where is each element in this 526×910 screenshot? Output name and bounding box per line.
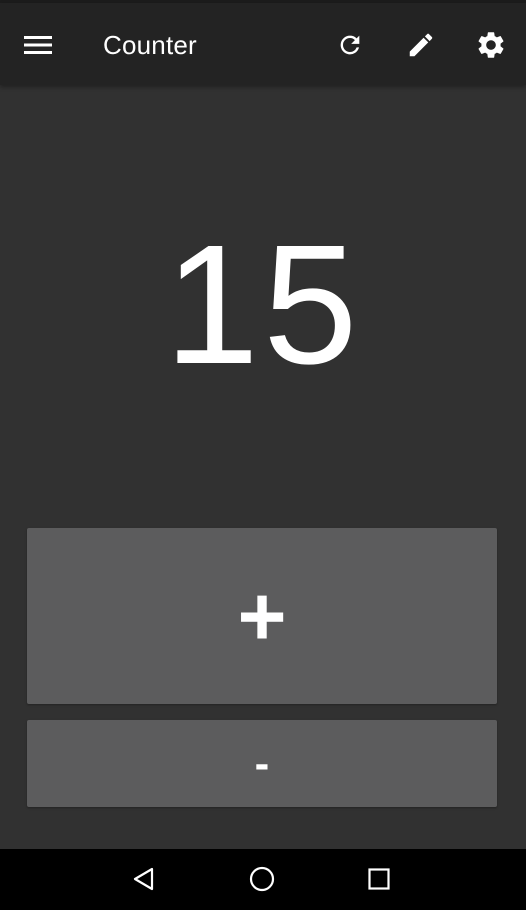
increment-button[interactable]: +	[27, 528, 497, 704]
edit-button[interactable]	[399, 23, 443, 67]
status-bar	[0, 0, 526, 3]
square-recents-icon	[368, 868, 390, 890]
recents-button[interactable]	[357, 859, 401, 899]
refresh-icon	[340, 35, 360, 55]
circle-home-icon	[249, 866, 275, 892]
page-title: Counter	[103, 30, 197, 60]
settings-button[interactable]	[469, 23, 513, 67]
triangle-back-icon	[133, 867, 154, 891]
gear-icon	[478, 32, 504, 58]
app-bar: Counter	[0, 3, 526, 85]
system-navigation-bar	[0, 849, 526, 910]
home-button[interactable]	[240, 859, 284, 899]
counter-value: 15	[164, 210, 362, 400]
menu-icon	[24, 36, 52, 54]
menu-button[interactable]	[18, 25, 58, 65]
reset-button[interactable]	[328, 23, 372, 67]
decrement-button[interactable]: -	[27, 720, 497, 807]
pencil-icon	[409, 33, 433, 57]
back-button[interactable]	[122, 859, 166, 899]
